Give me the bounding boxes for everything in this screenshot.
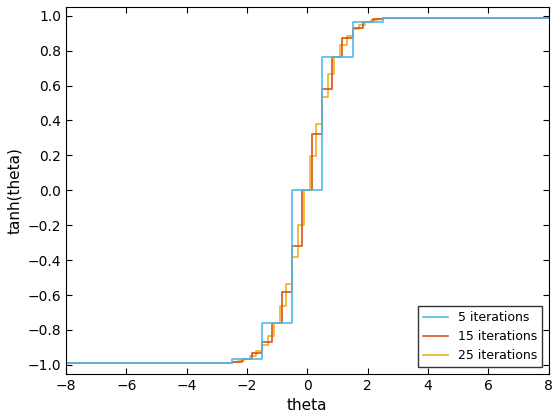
25 iterations <box>379 16 386 21</box>
25 iterations <box>545 16 552 21</box>
25 iterations <box>319 121 326 126</box>
25 iterations <box>331 55 338 60</box>
15 iterations <box>299 244 306 249</box>
15 iterations <box>63 360 69 365</box>
5 iterations <box>259 356 265 361</box>
Line: 5 iterations: 5 iterations <box>66 18 549 362</box>
5 iterations <box>289 321 296 326</box>
5 iterations <box>63 360 69 365</box>
5 iterations <box>259 321 265 326</box>
5 iterations <box>319 55 326 60</box>
5 iterations <box>289 188 296 193</box>
25 iterations <box>253 353 259 358</box>
15 iterations <box>349 25 356 30</box>
15 iterations <box>259 350 265 355</box>
5 iterations <box>319 188 326 193</box>
15 iterations <box>228 360 235 365</box>
15 iterations <box>319 86 326 91</box>
15 iterations <box>379 16 386 21</box>
15 iterations <box>339 55 346 60</box>
15 iterations <box>279 321 286 326</box>
15 iterations <box>339 36 346 41</box>
15 iterations <box>249 350 255 355</box>
15 iterations <box>239 359 245 364</box>
15 iterations <box>369 16 376 21</box>
15 iterations <box>269 340 276 345</box>
25 iterations <box>313 153 320 158</box>
5 iterations <box>545 16 552 21</box>
15 iterations <box>369 19 376 24</box>
5 iterations <box>349 55 356 60</box>
5 iterations <box>379 19 386 24</box>
15 iterations <box>329 55 336 60</box>
X-axis label: theta: theta <box>287 398 328 413</box>
15 iterations <box>228 359 235 364</box>
Legend: 5 iterations, 15 iterations, 25 iterations: 5 iterations, 15 iterations, 25 iteratio… <box>418 306 543 368</box>
Line: 15 iterations: 15 iterations <box>66 18 549 362</box>
5 iterations <box>228 360 235 365</box>
15 iterations <box>329 86 336 91</box>
15 iterations <box>319 131 326 136</box>
15 iterations <box>289 244 296 249</box>
15 iterations <box>309 131 316 136</box>
15 iterations <box>249 356 255 361</box>
15 iterations <box>545 16 552 21</box>
5 iterations <box>379 16 386 21</box>
15 iterations <box>299 188 306 193</box>
Y-axis label: tanh(theta): tanh(theta) <box>7 147 22 234</box>
25 iterations <box>283 281 290 286</box>
25 iterations <box>319 94 326 99</box>
15 iterations <box>239 356 245 361</box>
Line: 25 iterations: 25 iterations <box>66 18 549 362</box>
15 iterations <box>259 340 265 345</box>
5 iterations <box>349 19 356 24</box>
15 iterations <box>349 36 356 41</box>
15 iterations <box>379 16 386 21</box>
15 iterations <box>360 19 366 24</box>
15 iterations <box>279 289 286 294</box>
15 iterations <box>289 289 296 294</box>
5 iterations <box>228 356 235 361</box>
15 iterations <box>360 25 366 30</box>
15 iterations <box>309 188 316 193</box>
15 iterations <box>269 321 276 326</box>
25 iterations <box>63 360 69 365</box>
